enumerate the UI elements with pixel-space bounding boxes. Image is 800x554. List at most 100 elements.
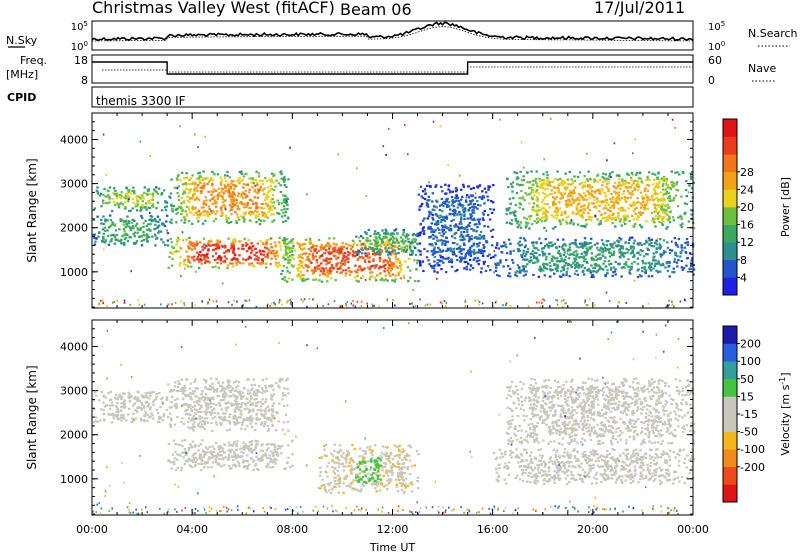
data-cell [301, 274, 304, 277]
data-cell [289, 251, 292, 254]
data-cell [685, 179, 688, 183]
data-cell [228, 380, 231, 383]
data-cell [371, 248, 375, 251]
data-cell [468, 258, 472, 261]
data-cell [191, 194, 195, 198]
data-cell [158, 230, 161, 233]
data-cell [654, 242, 657, 245]
data-cell [679, 255, 682, 258]
data-cell [575, 258, 578, 261]
data-cell [591, 274, 595, 277]
data-cell [369, 234, 372, 238]
data-cell [106, 195, 109, 198]
data-cell [463, 226, 466, 229]
data-cell [236, 205, 240, 208]
data-cell [416, 235, 419, 238]
data-cell [344, 272, 348, 275]
data-cell [647, 248, 650, 252]
data-cell [134, 241, 137, 244]
data-cell [667, 206, 670, 209]
data-cell [144, 392, 147, 395]
data-cell [104, 229, 107, 232]
data-cell [290, 303, 293, 306]
data-cell [630, 176, 633, 179]
data-cell [252, 245, 255, 248]
data-cell [450, 195, 454, 199]
data-cell [363, 258, 367, 262]
data-cell [375, 239, 379, 242]
data-cell [307, 277, 310, 281]
data-cell [371, 271, 374, 274]
data-cell [582, 260, 586, 263]
data-cell [265, 266, 268, 269]
data-cell [221, 388, 225, 391]
data-cell [543, 216, 546, 219]
data-cell [187, 404, 190, 408]
data-cell [238, 171, 242, 174]
data-cell [203, 182, 206, 185]
data-cell [248, 263, 251, 266]
data-cell [657, 184, 660, 187]
data-cell [599, 220, 602, 223]
data-cell [329, 257, 333, 261]
data-cell [122, 400, 126, 404]
data-cell [191, 207, 194, 210]
data-cell [616, 198, 619, 201]
data-cell [268, 408, 271, 411]
data-cell [480, 235, 483, 238]
data-cell [572, 189, 575, 192]
data-cell [256, 261, 259, 265]
data-cell [265, 240, 268, 243]
data-cell [314, 248, 318, 251]
data-cell [371, 247, 375, 250]
data-cell [419, 185, 423, 188]
data-cell [538, 218, 542, 221]
data-cell [232, 256, 236, 259]
data-cell [609, 268, 613, 271]
data-cell [265, 398, 268, 401]
data-cell [453, 242, 456, 245]
data-cell [549, 184, 552, 187]
data-cell [230, 180, 233, 183]
data-cell [641, 250, 644, 253]
data-cell [431, 213, 434, 217]
data-cell [215, 377, 218, 381]
data-cell [219, 262, 223, 265]
data-cell [525, 250, 528, 254]
data-cell [623, 196, 627, 199]
data-cell [96, 192, 100, 195]
data-cell [128, 393, 131, 396]
data-cell [140, 235, 144, 238]
data-cell [124, 197, 127, 200]
data-cell [132, 233, 135, 236]
data-cell [109, 407, 112, 410]
data-cell [202, 187, 206, 190]
data-cell [646, 196, 650, 199]
data-cell [166, 239, 170, 242]
data-cell [299, 244, 302, 247]
data-cell [461, 195, 464, 198]
data-cell [459, 238, 462, 241]
data-cell [472, 229, 475, 232]
data-cell [427, 195, 431, 198]
data-cell [199, 186, 202, 189]
data-cell [298, 243, 301, 246]
data-cell [133, 402, 137, 405]
data-cell [435, 251, 438, 254]
data-cell [205, 411, 209, 414]
data-cell [631, 214, 634, 218]
data-cell [192, 420, 196, 423]
data-cell [264, 407, 268, 410]
data-cell [248, 255, 251, 258]
data-cell [590, 216, 593, 219]
data-cell [409, 247, 412, 250]
data-cell [522, 274, 525, 277]
data-cell [206, 177, 209, 180]
data-cell [417, 249, 420, 252]
data-cell [394, 274, 397, 277]
data-cell [470, 250, 473, 253]
data-cell [655, 247, 658, 251]
data-cell [227, 187, 231, 190]
data-cell [672, 267, 675, 270]
